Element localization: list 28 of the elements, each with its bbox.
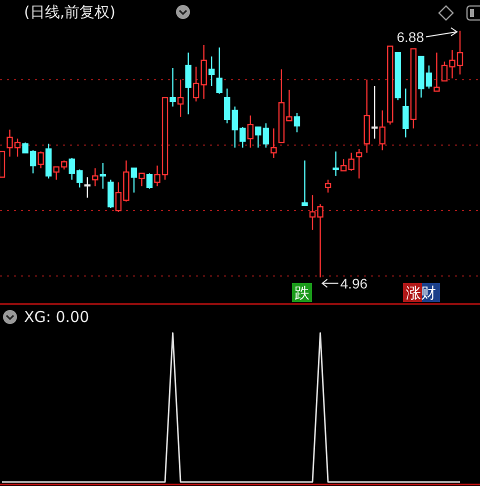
candlestick [379, 110, 386, 151]
candlestick [130, 168, 138, 194]
candlestick [324, 179, 332, 194]
candlestick [216, 46, 222, 94]
candlestick [434, 52, 440, 92]
candlestick [294, 112, 300, 133]
annotation: 6.88 [396, 28, 424, 45]
candlestick [402, 88, 409, 138]
candlestick [177, 79, 184, 118]
candlestick [356, 148, 362, 180]
candlestick [208, 56, 215, 87]
candlestick [146, 172, 153, 190]
candlestick [84, 176, 90, 198]
candlestick [224, 88, 230, 124]
candlestick [185, 52, 192, 115]
candlestick [170, 67, 176, 108]
candlestick [247, 114, 254, 148]
annotation: 4.96 [340, 275, 368, 292]
candlestick [302, 160, 308, 206]
candlestick [92, 168, 98, 187]
candlestick [270, 128, 277, 159]
chart-title: XG: 0.00 [24, 308, 90, 326]
candlestick [372, 85, 378, 140]
candlestick [332, 150, 339, 176]
candlestick [38, 150, 44, 169]
candlestick [138, 172, 145, 187]
chart-title: (日线,前复权) [24, 3, 116, 21]
candlestick [100, 162, 106, 190]
